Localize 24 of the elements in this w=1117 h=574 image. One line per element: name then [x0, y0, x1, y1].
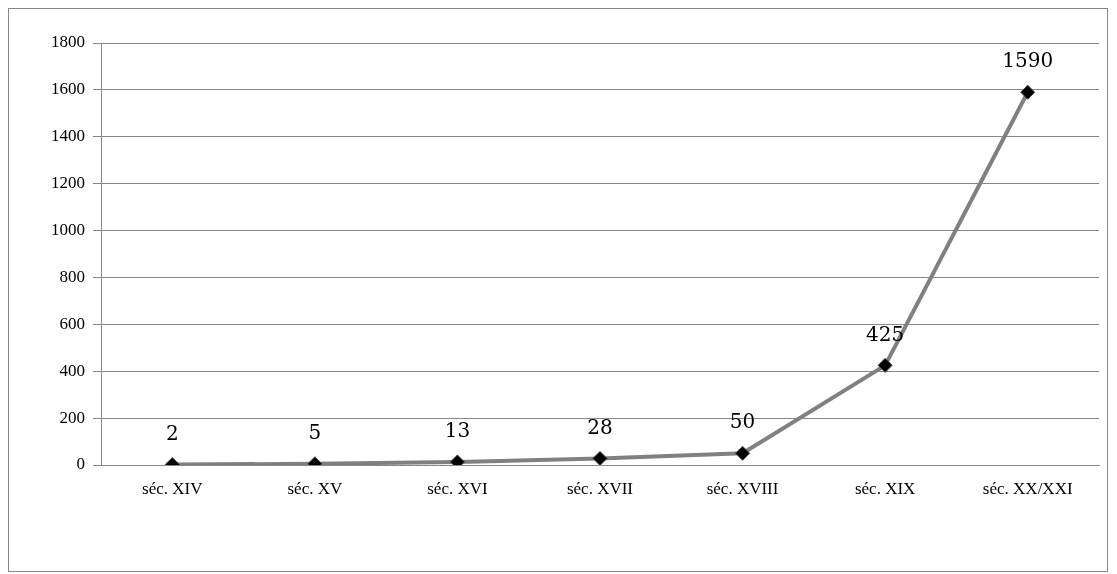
x-tick-label: séc. XX/XXI — [982, 478, 1073, 498]
x-tick-label: séc. XIV — [142, 478, 204, 498]
y-tick-label: 1600 — [51, 79, 85, 99]
data-label: 50 — [729, 409, 756, 434]
data-label: 1590 — [1002, 48, 1054, 73]
data-label: 5 — [308, 420, 322, 445]
y-tick-label: 1800 — [51, 32, 85, 52]
y-tick-label: 1400 — [51, 126, 85, 146]
y-tick-label: 1000 — [51, 220, 85, 240]
y-tick-label: 200 — [59, 407, 85, 427]
y-tick-label: 400 — [59, 360, 85, 380]
data-label: 28 — [587, 414, 613, 439]
x-tick-label: séc. XVIII — [706, 478, 779, 498]
y-tick-label: 800 — [59, 266, 85, 286]
data-label: 13 — [444, 418, 471, 443]
x-tick-label: séc. XVI — [427, 478, 488, 498]
x-tick-label: séc. XVII — [566, 478, 634, 498]
data-label: 425 — [866, 321, 905, 346]
data-label: 2 — [165, 420, 179, 445]
y-tick-label: 0 — [76, 454, 85, 474]
y-tick-label: 1200 — [51, 173, 85, 193]
x-tick-label: séc. XV — [287, 478, 343, 498]
x-tick-label: séc. XIX — [854, 478, 916, 498]
y-tick-label: 600 — [59, 313, 85, 333]
